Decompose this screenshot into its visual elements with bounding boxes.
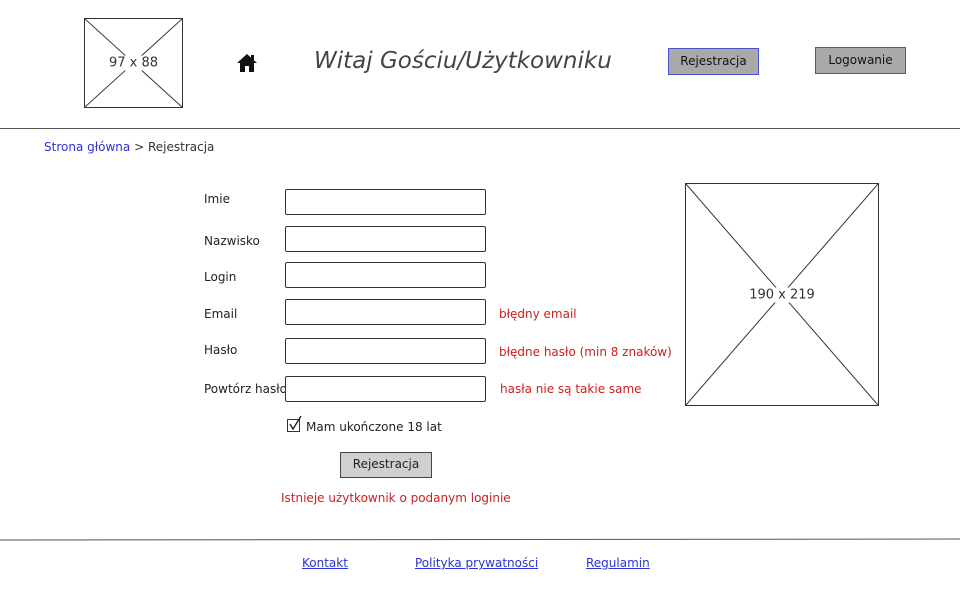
first-name-label: Imie <box>204 192 230 206</box>
logo-placeholder: 97 x 88 <box>84 18 183 108</box>
footer-terms-link[interactable]: Regulamin <box>586 556 650 570</box>
footer-privacy-link[interactable]: Polityka prywatności <box>415 556 539 570</box>
password-label: Hasło <box>204 343 238 357</box>
login-input[interactable] <box>285 262 486 288</box>
header-divider <box>0 128 960 129</box>
breadcrumb-home-link[interactable]: Strona główna <box>44 140 131 154</box>
welcome-title: Witaj Gościu/Użytkowniku <box>314 48 612 74</box>
repeat-password-error: hasła nie są takie same <box>500 382 642 396</box>
register-nav-button[interactable]: Rejestracja <box>668 48 759 75</box>
email-label: Email <box>204 307 238 321</box>
breadcrumb-separator: > <box>134 140 145 154</box>
register-submit-button[interactable]: Rejestracja <box>340 452 432 478</box>
side-image-dimensions: 190 x 219 <box>747 287 817 302</box>
last-name-label: Nazwisko <box>204 234 260 248</box>
first-name-input[interactable] <box>285 189 486 215</box>
side-image-placeholder: 190 x 219 <box>685 183 879 406</box>
age-checkbox[interactable] <box>287 415 302 432</box>
footer-divider <box>0 538 960 541</box>
home-icon[interactable] <box>236 52 258 74</box>
repeat-password-input[interactable] <box>285 376 486 402</box>
login-nav-button[interactable]: Logowanie <box>815 47 906 74</box>
last-name-input[interactable] <box>285 226 486 252</box>
password-input[interactable] <box>285 338 486 364</box>
check-icon <box>289 415 302 431</box>
form-error-message: Istnieje użytkownik o podanym loginie <box>281 491 511 505</box>
repeat-password-label: Powtórz hasło <box>204 382 288 396</box>
login-label: Login <box>204 270 237 284</box>
logo-dimensions: 97 x 88 <box>106 55 161 71</box>
email-input[interactable] <box>285 299 486 325</box>
email-error: błędny email <box>499 307 577 321</box>
age-checkbox-label[interactable]: Mam ukończone 18 lat <box>306 420 442 434</box>
password-error: błędne hasło (min 8 znaków) <box>499 345 672 359</box>
breadcrumb-current: Rejestracja <box>147 140 215 154</box>
footer-contact-link[interactable]: Kontakt <box>302 556 348 570</box>
breadcrumb: Strona główna > Rejestracja <box>44 140 214 154</box>
